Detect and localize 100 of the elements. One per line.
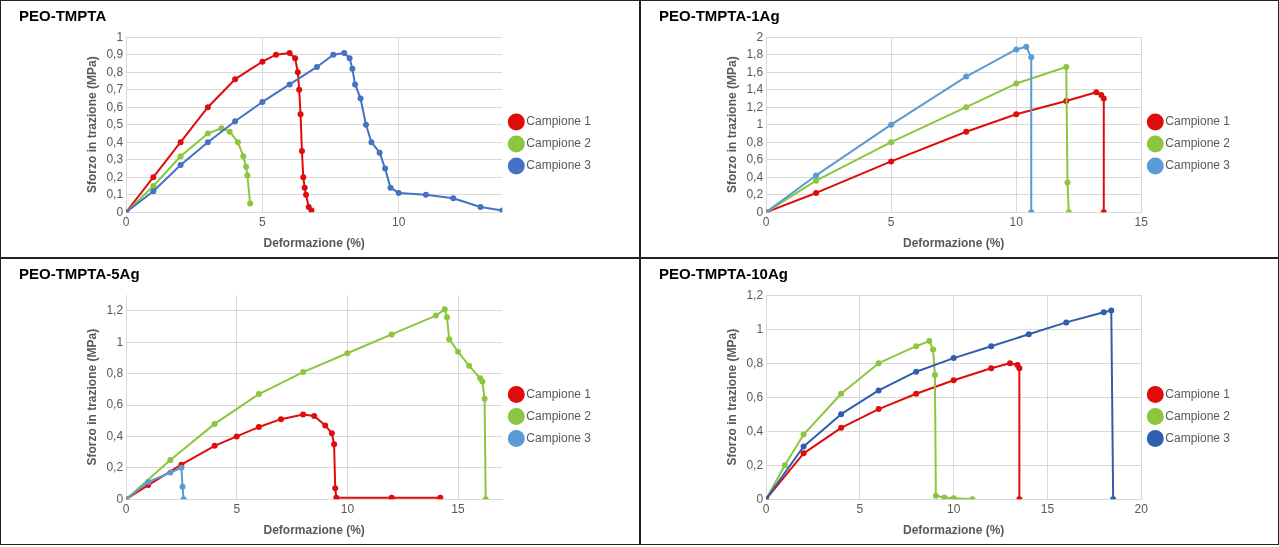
point [963, 104, 970, 111]
y-tick-label: 1,2 [746, 99, 764, 114]
point [204, 104, 211, 111]
point [388, 331, 395, 338]
point [177, 139, 184, 146]
y-tick-label: 2 [756, 29, 764, 44]
point [177, 161, 184, 168]
point [313, 63, 320, 70]
y-tick-label: 0,9 [106, 47, 124, 62]
point [432, 312, 439, 319]
point [941, 494, 948, 500]
point [875, 360, 882, 367]
point [298, 147, 305, 154]
point [331, 441, 338, 448]
point [259, 58, 266, 65]
point [1108, 307, 1115, 314]
point [988, 365, 995, 372]
point [1016, 365, 1023, 372]
point [1028, 54, 1035, 61]
y-tick-label: 0,1 [106, 187, 124, 202]
y-tick-label: 1,8 [746, 47, 764, 62]
legend-label: Campione 2 [526, 408, 592, 423]
point [888, 121, 895, 128]
y-tick-label: 0,6 [106, 99, 124, 114]
x-axis-title: Deformazione (%) [903, 523, 1005, 538]
y-tick-label: 0 [116, 491, 124, 506]
point [422, 191, 429, 198]
y-tick-label: 0,2 [106, 169, 124, 184]
point [341, 49, 348, 56]
point [308, 207, 315, 213]
point [344, 350, 351, 357]
point [300, 369, 307, 376]
x-tick-label: 5 [856, 501, 864, 516]
point [813, 189, 820, 196]
point [437, 494, 444, 500]
point [913, 343, 920, 350]
point [477, 203, 484, 210]
y-tick-label: 1 [116, 29, 124, 44]
point [247, 200, 254, 207]
point [273, 51, 280, 58]
point [145, 478, 152, 485]
point [311, 413, 318, 420]
x-tick-label: 10 [1009, 214, 1024, 229]
point [395, 189, 402, 196]
point [931, 372, 938, 379]
point [1013, 46, 1020, 53]
point [255, 424, 262, 431]
point [179, 483, 186, 490]
point [1063, 63, 1070, 70]
point [296, 86, 303, 93]
point [481, 395, 488, 402]
y-tick-label: 0,8 [106, 64, 124, 79]
legend-label: Campione 1 [1165, 114, 1231, 129]
point [950, 377, 957, 384]
point [333, 494, 340, 500]
chart-title: PEO-TMPTA-5Ag [19, 265, 140, 282]
point [800, 450, 807, 457]
point [244, 172, 251, 179]
y-tick-label: 0,8 [746, 355, 764, 370]
x-tick-label: 20 [1134, 501, 1149, 516]
point [322, 422, 329, 429]
x-tick-label: 15 [1040, 501, 1055, 516]
point [277, 416, 284, 423]
point [1025, 331, 1032, 338]
x-axis-title: Deformazione (%) [263, 236, 365, 251]
x-tick-label: 5 [259, 214, 267, 229]
point [382, 165, 389, 172]
chart-title: PEO-TMPTA [19, 7, 107, 24]
point [387, 184, 394, 191]
point [150, 188, 157, 195]
point [300, 411, 307, 418]
x-axis-title: Deformazione (%) [903, 236, 1005, 251]
y-tick-label: 1,2 [746, 287, 764, 302]
legend-label: Campione 2 [1165, 136, 1231, 151]
y-axis-title: Sforzo in trazione (MPa) [724, 56, 739, 194]
point [888, 139, 895, 146]
y-tick-label: 1 [756, 117, 764, 132]
point [255, 391, 262, 398]
point [926, 338, 933, 345]
point [286, 81, 293, 88]
y-tick-label: 1 [756, 321, 764, 336]
x-tick-label: 15 [451, 501, 466, 516]
point [1093, 89, 1100, 96]
point [362, 121, 369, 128]
legend-label: Campione 3 [526, 158, 592, 173]
point [875, 387, 882, 394]
point [1063, 319, 1070, 326]
point [292, 55, 299, 62]
y-tick-label: 0 [756, 204, 764, 219]
point [1013, 111, 1020, 118]
point [204, 130, 211, 137]
point [913, 390, 920, 397]
point [838, 411, 845, 418]
point [286, 49, 293, 56]
point [988, 343, 995, 350]
point [1023, 43, 1030, 50]
chart-title: PEO-TMPTA-1Ag [659, 7, 780, 24]
y-tick-label: 0,4 [106, 134, 124, 149]
y-tick-label: 0,6 [746, 389, 764, 404]
y-tick-label: 0,8 [106, 365, 124, 380]
